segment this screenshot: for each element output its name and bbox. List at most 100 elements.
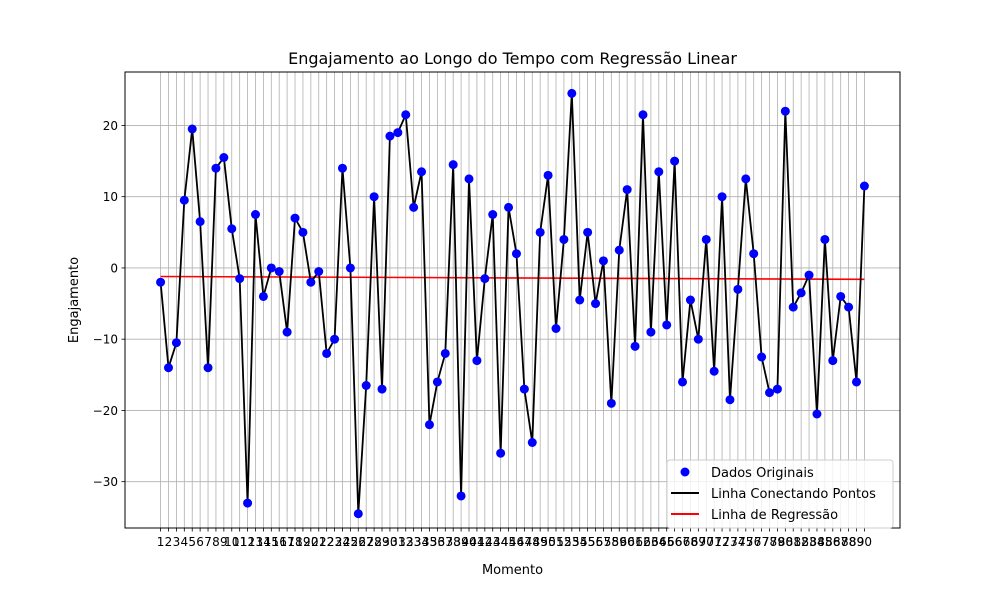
x-tick-label: 23 (327, 535, 342, 549)
data-point (250, 210, 260, 219)
data-point (757, 352, 767, 362)
regression-layer (160, 275, 865, 281)
data-point (622, 185, 632, 195)
y-tick-label: −30 (93, 475, 118, 489)
data-point (630, 341, 640, 351)
x-tick-label: 7 (204, 535, 212, 549)
legend-marker-dados-originais (680, 467, 690, 477)
data-point (828, 356, 838, 366)
x-tick-label: 82 (794, 535, 809, 549)
x-tick-label: 11 (232, 535, 247, 549)
x-tick-label: 90 (857, 535, 872, 549)
x-tick-label: 13 (248, 535, 263, 549)
plot-area (125, 72, 900, 528)
data-point (583, 227, 593, 237)
x-tick-label: 41 (469, 535, 484, 549)
x-tick-label: 60 (620, 535, 635, 549)
x-tick-label: 2 (165, 535, 173, 549)
data-point (227, 224, 237, 234)
x-tick-label: 71 (707, 535, 722, 549)
data-point (606, 398, 616, 408)
x-tick-label: 76 (746, 535, 761, 549)
x-tick-label: 34 (414, 535, 429, 549)
data-point (290, 213, 300, 223)
data-point (306, 277, 316, 287)
x-tick-label: 3 (173, 535, 181, 549)
data-point (749, 249, 759, 259)
x-tick-label: 14 (256, 535, 271, 549)
x-tick-label: 75 (738, 535, 753, 549)
x-tick-label: 15 (264, 535, 279, 549)
data-point (535, 227, 545, 237)
data-point (235, 274, 245, 284)
x-tick-label: 48 (525, 535, 540, 549)
regression-line (160, 275, 865, 281)
data-point (456, 491, 466, 501)
data-point (488, 210, 498, 219)
legend-label-linha-conectando-pontos: Linha Conectando Pontos (711, 487, 876, 502)
data-point (314, 267, 324, 276)
data-point (369, 192, 379, 202)
grid (125, 72, 900, 528)
x-tick-label: 43 (485, 535, 500, 549)
data-point (567, 88, 577, 98)
data-point (409, 202, 419, 212)
data-point (203, 363, 213, 373)
data-point (266, 263, 276, 273)
y-axis-ticks: −30 −20 −10 0 10 20 (93, 119, 125, 489)
data-point (670, 156, 680, 166)
data-point (685, 295, 695, 305)
y-tick-label: −20 (93, 404, 118, 418)
x-tick-label: 86 (825, 535, 840, 549)
chart-title: Engajamento ao Longo do Tempo com Regres… (288, 49, 737, 68)
data-point (638, 110, 648, 120)
x-tick-label: 20 (303, 535, 318, 549)
x-tick-label: 63 (643, 535, 658, 549)
data-point (836, 291, 846, 301)
data-point (432, 377, 442, 387)
x-tick-label: 5 (188, 535, 196, 549)
x-tick-label: 22 (319, 535, 334, 549)
data-point (243, 498, 253, 508)
x-tick-label: 66 (667, 535, 682, 549)
data-point (662, 320, 672, 330)
x-tick-label: 52 (556, 535, 571, 549)
x-tick-label: 58 (604, 535, 619, 549)
data-point (859, 181, 869, 191)
data-point (361, 381, 371, 390)
data-point (187, 124, 197, 134)
x-tick-label: 29 (374, 535, 389, 549)
x-tick-label: 30 (382, 535, 397, 549)
data-point (725, 395, 735, 405)
data-point (322, 348, 332, 358)
data-point (195, 217, 205, 227)
x-tick-label: 33 (406, 535, 421, 549)
data-point (424, 420, 434, 430)
data-point (844, 302, 854, 312)
x-tick-label: 28 (366, 535, 381, 549)
x-tick-label: 37 (438, 535, 453, 549)
y-axis-label: Engajamento (67, 257, 82, 343)
x-tick-label: 67 (675, 535, 690, 549)
x-tick-label: 65 (659, 535, 674, 549)
x-tick-label: 18 (287, 535, 302, 549)
data-point (788, 302, 798, 312)
data-point (543, 170, 553, 180)
x-tick-label: 85 (817, 535, 832, 549)
data-point (440, 348, 450, 358)
x-tick-label: 70 (699, 535, 714, 549)
x-tick-label: 26 (351, 535, 366, 549)
data-point (741, 174, 751, 184)
x-tick-label: 77 (754, 535, 769, 549)
data-point (709, 366, 719, 376)
data-point (598, 256, 608, 266)
y-tick-label: 10 (103, 190, 118, 204)
data-point (765, 388, 775, 398)
data-point (156, 277, 166, 287)
x-tick-label: 87 (833, 535, 848, 549)
data-point (646, 327, 656, 337)
data-point (179, 195, 189, 205)
data-point (163, 363, 173, 373)
x-tick-label: 4 (180, 535, 188, 549)
